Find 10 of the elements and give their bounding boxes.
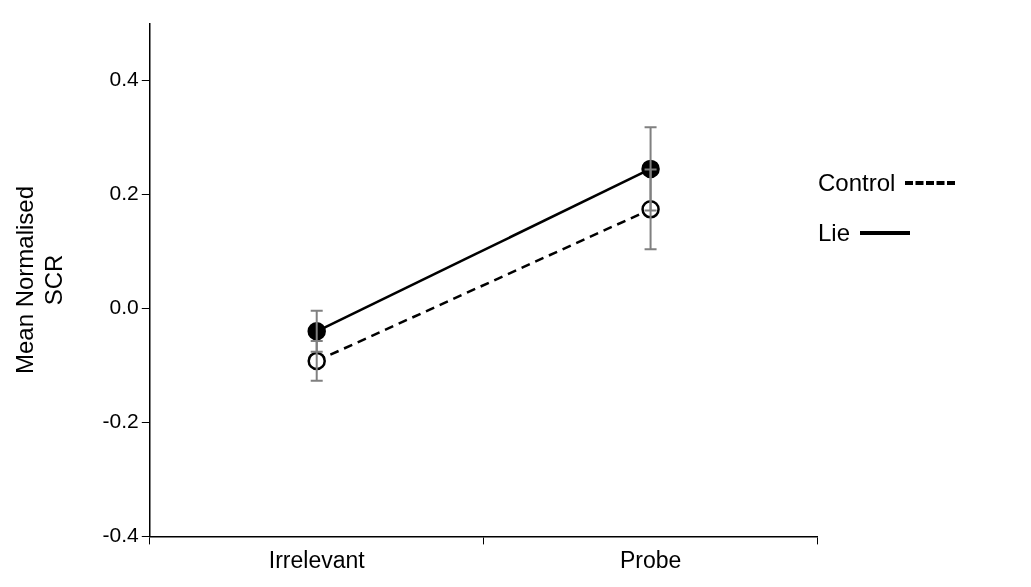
y-tick-label: 0.0 bbox=[109, 295, 139, 319]
legend-label: Control bbox=[818, 169, 896, 197]
y-tick-label: -0.4 bbox=[102, 523, 140, 547]
x-tick-label: Irrelevant bbox=[268, 546, 366, 573]
legend-label: Lie bbox=[818, 219, 851, 247]
x-tick-label: Probe bbox=[619, 546, 682, 573]
y-tick-label: -0.2 bbox=[102, 409, 139, 433]
y-tick-label: 0.4 bbox=[109, 67, 140, 91]
y-tick-label: 0.2 bbox=[109, 181, 139, 205]
y-axis-title: Mean Normalised SCR bbox=[11, 185, 67, 375]
